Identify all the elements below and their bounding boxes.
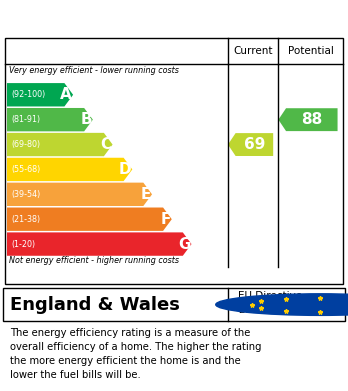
Text: The energy efficiency rating is a measure of the
overall efficiency of a home. T: The energy efficiency rating is a measur… [10,328,262,380]
Text: (39-54): (39-54) [11,190,41,199]
Text: B: B [80,112,92,127]
Polygon shape [7,133,113,156]
Text: 69: 69 [244,137,265,152]
Text: Current: Current [234,46,273,56]
Text: C: C [101,137,112,152]
Text: (81-91): (81-91) [11,115,41,124]
Circle shape [216,294,348,316]
Text: F: F [160,212,171,227]
Text: Not energy efficient - higher running costs: Not energy efficient - higher running co… [9,256,179,265]
Text: 88: 88 [301,112,323,127]
Polygon shape [228,133,273,156]
Text: (21-38): (21-38) [11,215,41,224]
Text: England & Wales: England & Wales [10,296,180,314]
Polygon shape [7,158,132,181]
Text: Very energy efficient - lower running costs: Very energy efficient - lower running co… [9,66,179,75]
Polygon shape [278,108,338,131]
Polygon shape [7,183,152,206]
Polygon shape [7,232,191,256]
Polygon shape [7,208,172,231]
Text: A: A [60,87,72,102]
Text: D: D [119,162,131,177]
Text: Energy Efficiency Rating: Energy Efficiency Rating [10,9,251,27]
Text: (55-68): (55-68) [11,165,41,174]
Polygon shape [7,108,93,131]
Text: EU Directive
2002/91/EC: EU Directive 2002/91/EC [238,291,302,315]
Text: (69-80): (69-80) [11,140,41,149]
Text: (1-20): (1-20) [11,240,35,249]
Text: (92-100): (92-100) [11,90,46,99]
Text: E: E [141,187,151,202]
Text: Potential: Potential [288,46,333,56]
Text: G: G [178,237,190,251]
Polygon shape [7,83,73,106]
